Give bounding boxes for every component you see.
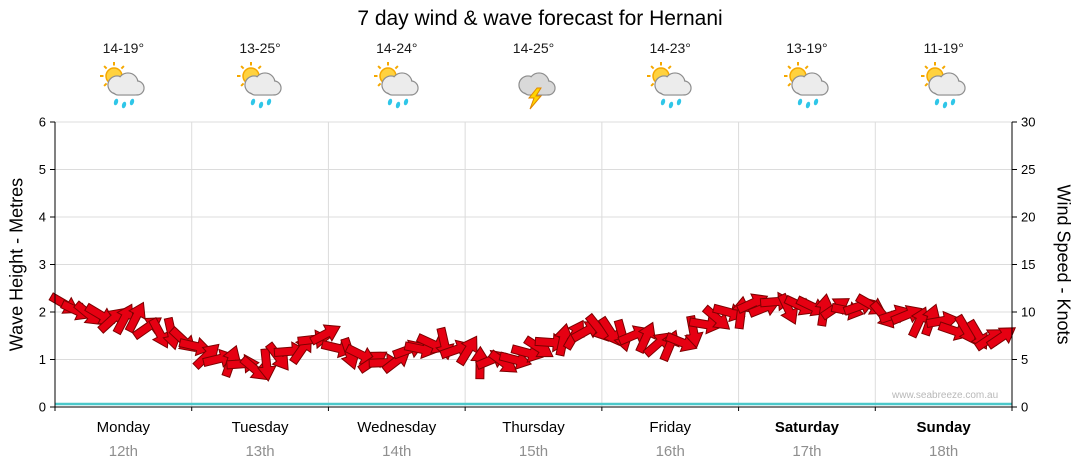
day-temperature: 14-19° bbox=[102, 40, 145, 56]
day-name: Wednesday bbox=[357, 419, 437, 436]
right-tick-label: 15 bbox=[1021, 257, 1035, 272]
left-tick-label: 2 bbox=[39, 305, 46, 320]
day-date: 16th bbox=[655, 443, 685, 460]
wind-arrow bbox=[553, 322, 574, 357]
day-date: 12th bbox=[108, 443, 138, 460]
wind-arrow bbox=[124, 301, 146, 334]
day-temperature: 14-23° bbox=[649, 40, 691, 56]
cloud-icon bbox=[791, 72, 829, 96]
lightning-icon bbox=[527, 87, 542, 110]
day-temperature: 11-19° bbox=[923, 40, 964, 56]
right-axis-title: Wind Speed - Knots bbox=[1053, 184, 1074, 345]
day-label-tuesday: Tuesday 13th bbox=[192, 419, 329, 460]
rain-drops-icon bbox=[661, 98, 682, 109]
day-date: 14th bbox=[382, 443, 412, 460]
day-name: Friday bbox=[649, 419, 692, 436]
left-tick-label: 1 bbox=[39, 352, 46, 367]
rain-drops-icon bbox=[387, 98, 408, 109]
left-tick-label: 0 bbox=[39, 400, 46, 415]
weather-icon-sun-cloud-showers bbox=[55, 61, 192, 113]
weather-icon-sun-cloud-showers bbox=[738, 61, 875, 113]
rain-drops-icon bbox=[250, 98, 272, 109]
day-header-sunday: 11-19° bbox=[875, 40, 1012, 113]
wind-arrow bbox=[777, 292, 799, 325]
wind-arrow bbox=[148, 317, 170, 349]
left-tick-label: 3 bbox=[39, 257, 46, 272]
day-temperature: 13-25° bbox=[239, 40, 281, 56]
rain-drops-icon bbox=[934, 98, 955, 109]
left-tick-label: 4 bbox=[39, 210, 46, 225]
day-date: 18th bbox=[929, 443, 959, 460]
day-name: Saturday bbox=[774, 419, 840, 436]
day-name: Thursday bbox=[502, 419, 565, 436]
day-label-monday: Monday 12th bbox=[55, 419, 192, 460]
day-temperature: 13-19° bbox=[786, 40, 828, 56]
day-date: 15th bbox=[518, 443, 549, 460]
left-axis-title: Wave Height - Metres bbox=[6, 177, 27, 352]
day-header-saturday: 13-19° bbox=[738, 40, 875, 113]
wind-arrow bbox=[178, 336, 212, 357]
cloud-icon bbox=[381, 72, 419, 96]
day-label-wednesday: Wednesday 14th bbox=[328, 419, 465, 460]
rain-drops-icon bbox=[797, 98, 819, 109]
right-tick-label: 0 bbox=[1021, 400, 1028, 415]
right-tick-label: 30 bbox=[1021, 115, 1035, 130]
wind-arrow bbox=[239, 355, 268, 381]
right-tick-label: 5 bbox=[1021, 352, 1028, 367]
day-label-sunday: Sunday 18th bbox=[875, 419, 1012, 460]
day-name: Sunday bbox=[916, 419, 971, 436]
weather-icon-thunderstorm bbox=[465, 61, 602, 113]
day-label-thursday: Thursday 15th bbox=[465, 419, 602, 460]
weather-icon-sun-cloud-showers bbox=[192, 61, 329, 113]
right-tick-label: 20 bbox=[1021, 210, 1035, 225]
wind-arrow bbox=[597, 315, 620, 347]
cloud-icon bbox=[107, 72, 145, 96]
day-date: 17th bbox=[792, 443, 822, 460]
weather-icon-sun-cloud-showers bbox=[875, 61, 1012, 113]
chart-title: 7 day wind & wave forecast for Hernani bbox=[357, 7, 723, 30]
cloud-icon bbox=[927, 72, 966, 96]
wind-arrow bbox=[256, 348, 277, 382]
day-header-wednesday: 14-24° bbox=[328, 40, 465, 113]
cloud-icon bbox=[654, 72, 692, 96]
right-tick-label: 25 bbox=[1021, 162, 1035, 177]
day-temperature: 14-24° bbox=[376, 40, 418, 56]
wind-arrow bbox=[455, 335, 478, 367]
day-date: 13th bbox=[245, 443, 275, 460]
day-header-friday: 14-23° bbox=[602, 40, 739, 113]
day-name: Monday bbox=[96, 419, 151, 436]
right-tick-label: 10 bbox=[1021, 305, 1035, 320]
day-label-saturday: Saturday 17th bbox=[738, 419, 875, 460]
day-header-monday: 14-19° bbox=[55, 40, 192, 113]
rain-drops-icon bbox=[114, 98, 135, 109]
wind-arrow bbox=[701, 304, 731, 330]
day-header-tuesday: 13-25° bbox=[192, 40, 329, 113]
weather-icon-sun-cloud-showers bbox=[328, 61, 465, 113]
weather-icon-sun-cloud-showers bbox=[602, 61, 739, 113]
day-header-thursday: 14-25° bbox=[465, 40, 602, 113]
wind-arrow bbox=[795, 295, 828, 317]
wind-arrow bbox=[309, 324, 341, 346]
day-temperature: 14-25° bbox=[512, 40, 555, 56]
left-tick-label: 5 bbox=[39, 162, 46, 177]
wind-arrow bbox=[192, 343, 220, 371]
left-tick-label: 6 bbox=[39, 115, 46, 130]
cloud-icon bbox=[244, 72, 282, 96]
day-label-friday: Friday 16th bbox=[602, 419, 739, 460]
watermark-text: www.seabreeze.com.au bbox=[892, 390, 999, 401]
day-name: Tuesday bbox=[231, 419, 289, 436]
